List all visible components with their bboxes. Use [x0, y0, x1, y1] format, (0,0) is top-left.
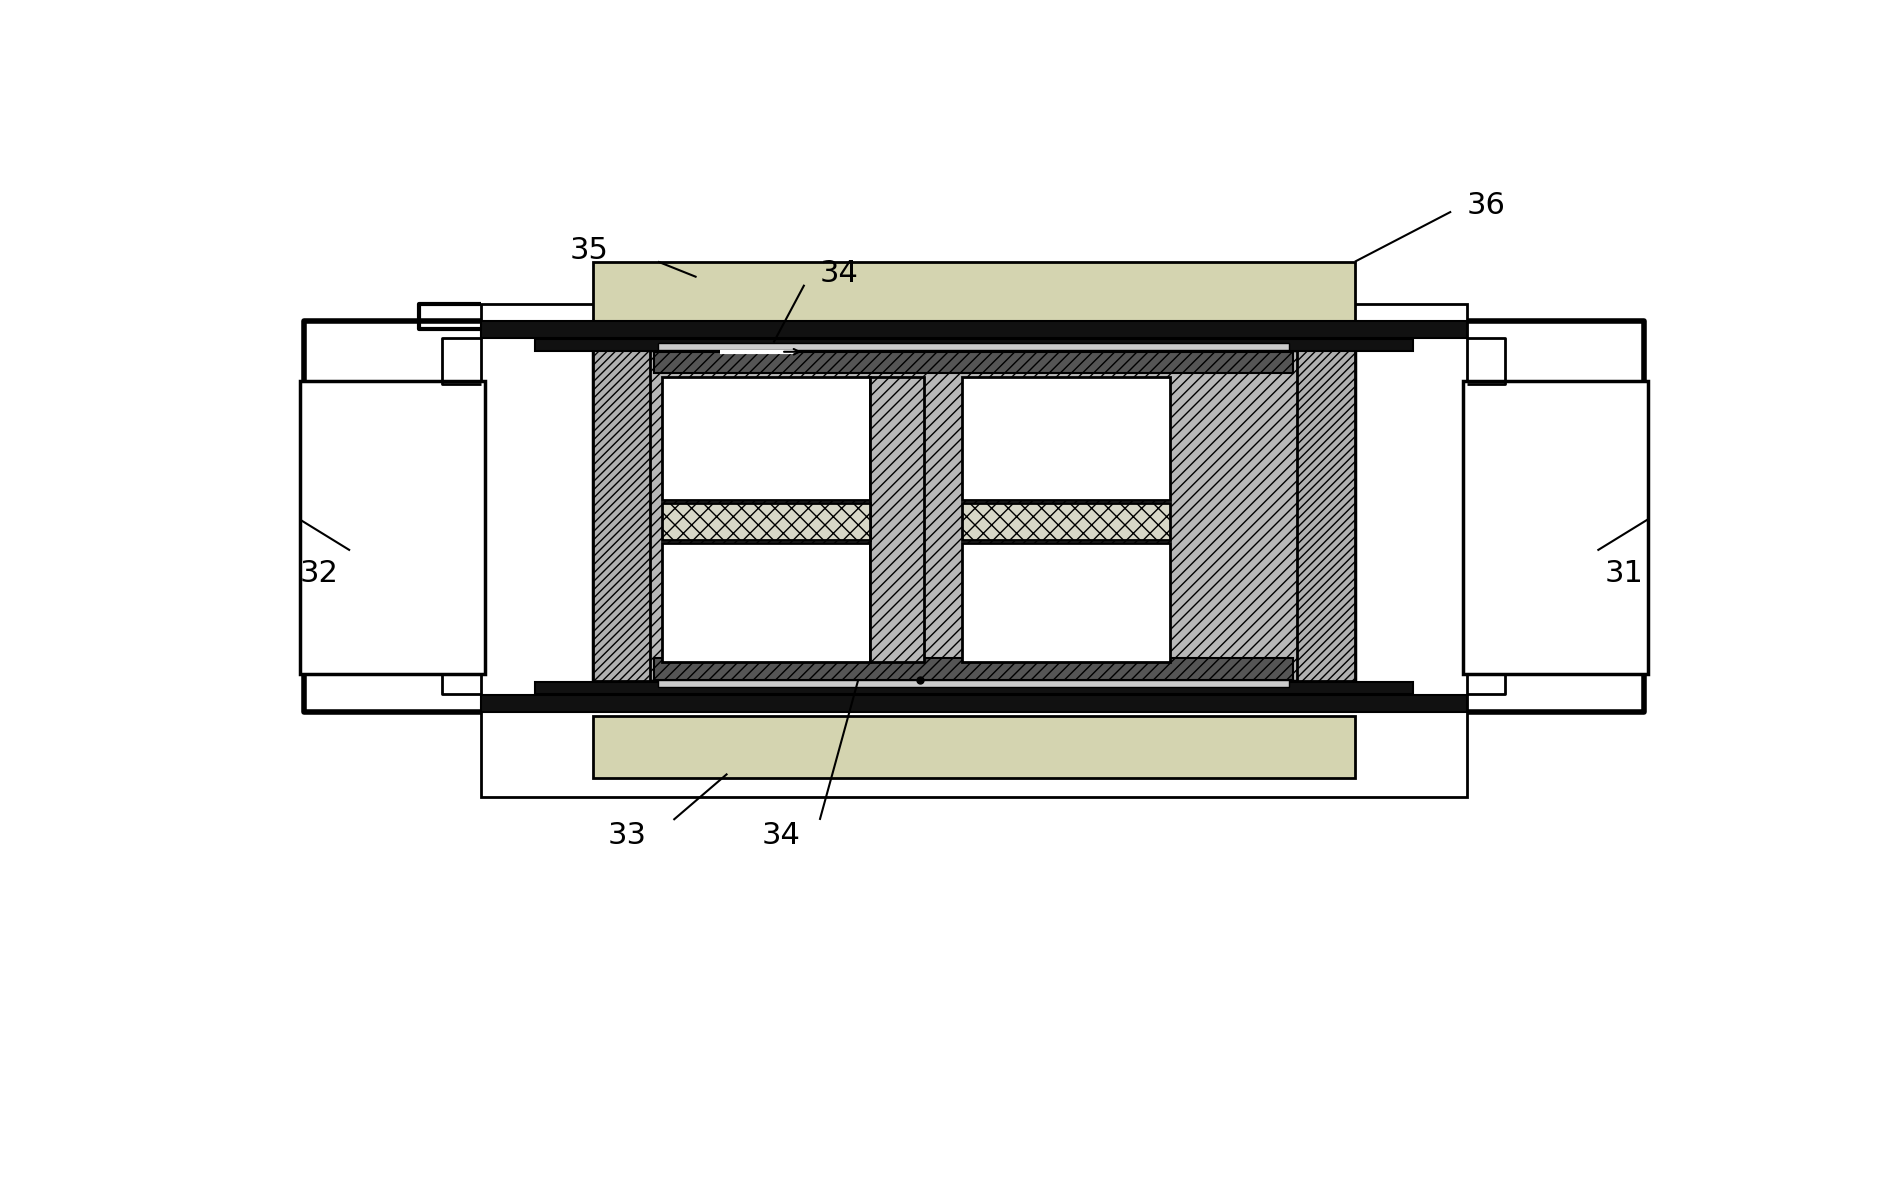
- Bar: [1463, 381, 1647, 674]
- Bar: [536, 339, 1414, 351]
- Text: 34: 34: [819, 259, 859, 288]
- Bar: [661, 377, 870, 500]
- Bar: [536, 682, 1414, 695]
- Bar: [1298, 350, 1355, 681]
- Bar: [481, 304, 1467, 797]
- Bar: [593, 262, 1355, 324]
- Bar: [654, 658, 1294, 680]
- Bar: [657, 343, 1290, 350]
- Text: 33: 33: [608, 821, 646, 850]
- Bar: [300, 381, 484, 674]
- Text: 36: 36: [1467, 191, 1505, 219]
- Bar: [593, 350, 650, 681]
- Bar: [481, 321, 1467, 338]
- Text: 35: 35: [570, 236, 608, 264]
- Text: 32: 32: [300, 559, 338, 588]
- Bar: [481, 695, 1467, 712]
- Bar: [961, 503, 1170, 540]
- Bar: [961, 377, 1170, 500]
- Bar: [661, 543, 870, 662]
- Bar: [593, 716, 1355, 778]
- Bar: [661, 503, 870, 540]
- Bar: [870, 377, 923, 662]
- Bar: [961, 543, 1170, 662]
- Bar: [654, 352, 1294, 374]
- Bar: [593, 350, 1355, 681]
- Bar: [657, 680, 1290, 688]
- Text: 34: 34: [762, 821, 800, 850]
- Text: 31: 31: [1606, 559, 1644, 588]
